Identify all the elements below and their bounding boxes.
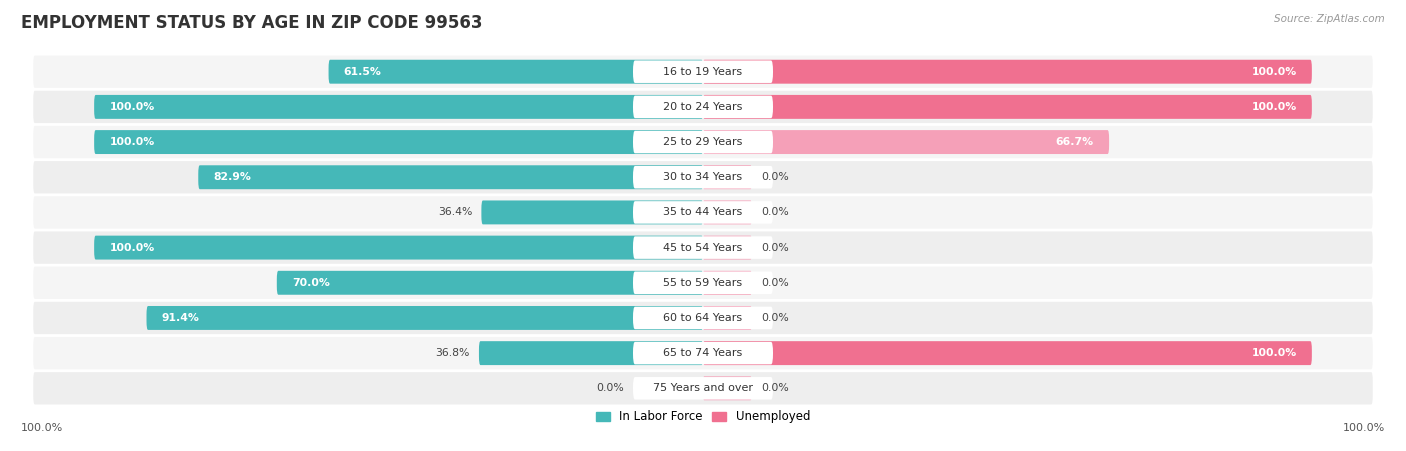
- Text: 100.0%: 100.0%: [21, 423, 63, 433]
- Text: EMPLOYMENT STATUS BY AGE IN ZIP CODE 99563: EMPLOYMENT STATUS BY AGE IN ZIP CODE 995…: [21, 14, 482, 32]
- Text: 0.0%: 0.0%: [761, 383, 789, 393]
- Text: 30 to 34 Years: 30 to 34 Years: [664, 172, 742, 182]
- FancyBboxPatch shape: [34, 337, 1372, 369]
- FancyBboxPatch shape: [703, 165, 752, 189]
- Legend: In Labor Force, Unemployed: In Labor Force, Unemployed: [591, 406, 815, 428]
- Text: 61.5%: 61.5%: [344, 67, 381, 77]
- Text: 75 Years and over: 75 Years and over: [652, 383, 754, 393]
- Text: 100.0%: 100.0%: [110, 243, 155, 253]
- FancyBboxPatch shape: [94, 235, 703, 260]
- FancyBboxPatch shape: [633, 166, 773, 189]
- Text: 0.0%: 0.0%: [761, 243, 789, 253]
- FancyBboxPatch shape: [703, 235, 752, 260]
- FancyBboxPatch shape: [633, 377, 773, 400]
- Text: 82.9%: 82.9%: [214, 172, 252, 182]
- FancyBboxPatch shape: [94, 130, 703, 154]
- FancyBboxPatch shape: [479, 341, 703, 365]
- FancyBboxPatch shape: [94, 95, 703, 119]
- Text: 45 to 54 Years: 45 to 54 Years: [664, 243, 742, 253]
- Text: 100.0%: 100.0%: [110, 102, 155, 112]
- Text: 36.8%: 36.8%: [436, 348, 470, 358]
- Text: 0.0%: 0.0%: [596, 383, 624, 393]
- FancyBboxPatch shape: [277, 271, 703, 295]
- FancyBboxPatch shape: [703, 95, 1312, 119]
- Text: 0.0%: 0.0%: [761, 172, 789, 182]
- Text: 91.4%: 91.4%: [162, 313, 200, 323]
- FancyBboxPatch shape: [633, 60, 773, 83]
- Text: Source: ZipAtlas.com: Source: ZipAtlas.com: [1274, 14, 1385, 23]
- FancyBboxPatch shape: [34, 196, 1372, 229]
- FancyBboxPatch shape: [633, 307, 773, 329]
- FancyBboxPatch shape: [34, 91, 1372, 123]
- Text: 36.4%: 36.4%: [437, 207, 472, 217]
- FancyBboxPatch shape: [633, 236, 773, 259]
- Text: 66.7%: 66.7%: [1056, 137, 1094, 147]
- Text: 25 to 29 Years: 25 to 29 Years: [664, 137, 742, 147]
- FancyBboxPatch shape: [481, 200, 703, 225]
- Text: 35 to 44 Years: 35 to 44 Years: [664, 207, 742, 217]
- FancyBboxPatch shape: [703, 341, 1312, 365]
- FancyBboxPatch shape: [703, 60, 1312, 84]
- FancyBboxPatch shape: [633, 131, 773, 153]
- FancyBboxPatch shape: [703, 200, 752, 225]
- FancyBboxPatch shape: [34, 161, 1372, 193]
- FancyBboxPatch shape: [703, 376, 752, 400]
- Text: 65 to 74 Years: 65 to 74 Years: [664, 348, 742, 358]
- Text: 100.0%: 100.0%: [1251, 67, 1296, 77]
- Text: 100.0%: 100.0%: [1343, 423, 1385, 433]
- FancyBboxPatch shape: [703, 130, 1109, 154]
- FancyBboxPatch shape: [703, 306, 752, 330]
- FancyBboxPatch shape: [146, 306, 703, 330]
- Text: 20 to 24 Years: 20 to 24 Years: [664, 102, 742, 112]
- FancyBboxPatch shape: [34, 372, 1372, 405]
- Text: 60 to 64 Years: 60 to 64 Years: [664, 313, 742, 323]
- FancyBboxPatch shape: [198, 165, 703, 189]
- FancyBboxPatch shape: [34, 267, 1372, 299]
- FancyBboxPatch shape: [633, 96, 773, 118]
- Text: 100.0%: 100.0%: [110, 137, 155, 147]
- Text: 16 to 19 Years: 16 to 19 Years: [664, 67, 742, 77]
- Text: 0.0%: 0.0%: [761, 278, 789, 288]
- Text: 55 to 59 Years: 55 to 59 Years: [664, 278, 742, 288]
- Text: 0.0%: 0.0%: [761, 313, 789, 323]
- FancyBboxPatch shape: [329, 60, 703, 84]
- FancyBboxPatch shape: [34, 55, 1372, 88]
- Text: 0.0%: 0.0%: [761, 207, 789, 217]
- Text: 100.0%: 100.0%: [1251, 348, 1296, 358]
- FancyBboxPatch shape: [34, 126, 1372, 158]
- FancyBboxPatch shape: [703, 271, 752, 295]
- FancyBboxPatch shape: [633, 201, 773, 224]
- FancyBboxPatch shape: [34, 231, 1372, 264]
- FancyBboxPatch shape: [633, 342, 773, 364]
- FancyBboxPatch shape: [34, 302, 1372, 334]
- FancyBboxPatch shape: [633, 272, 773, 294]
- Text: 70.0%: 70.0%: [292, 278, 330, 288]
- Text: 100.0%: 100.0%: [1251, 102, 1296, 112]
